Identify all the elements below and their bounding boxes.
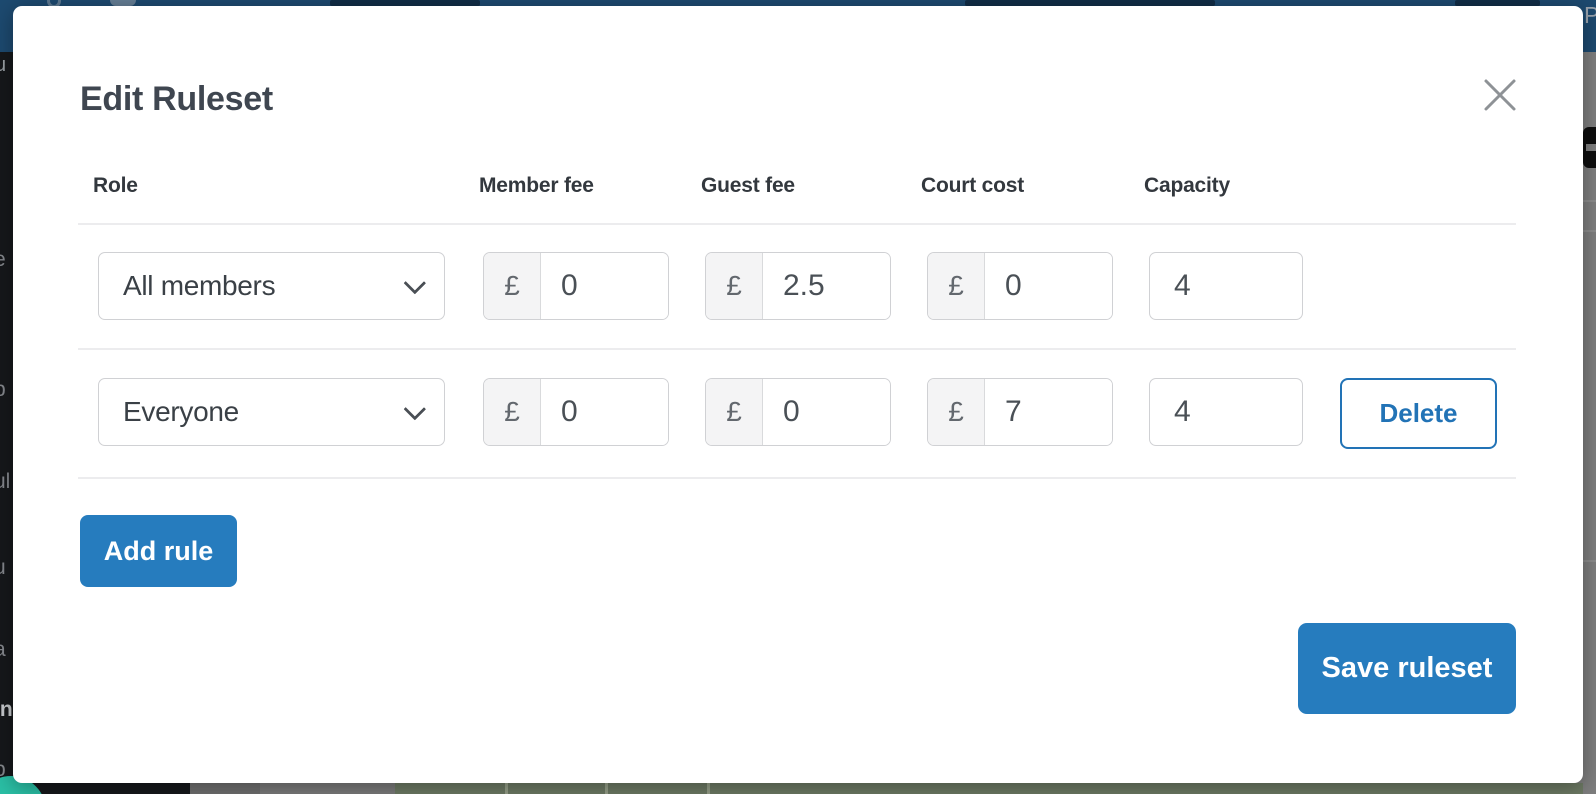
chevron-down-icon (403, 271, 427, 295)
capacity-input[interactable] (1149, 378, 1303, 446)
save-ruleset-button[interactable]: Save ruleset (1298, 623, 1516, 714)
sidebar-text-fragment: a (0, 638, 6, 662)
role-select-value: Everyone (123, 396, 239, 427)
column-header-guest-fee: Guest fee (701, 174, 795, 197)
table-divider (78, 223, 1516, 225)
edit-ruleset-dialog: Edit Ruleset Role Member fee Guest fee C… (13, 6, 1583, 783)
background-nav-text-fragment (330, 0, 480, 6)
guest-fee-input[interactable] (763, 379, 890, 445)
background-content-right (1583, 52, 1596, 794)
guest-fee-group: £ (705, 252, 891, 320)
column-header-member-fee: Member fee (479, 174, 594, 197)
court-cost-input[interactable] (985, 379, 1112, 445)
dialog-title: Edit Ruleset (80, 80, 273, 118)
member-fee-input[interactable] (541, 379, 668, 445)
member-fee-group: £ (483, 252, 669, 320)
table-divider (78, 477, 1516, 479)
sidebar-text-fragment: b (0, 378, 6, 402)
background-nav-text-fragment (1455, 0, 1540, 6)
add-rule-button[interactable]: Add rule (80, 515, 237, 587)
role-select[interactable]: Everyone (98, 378, 445, 446)
court-cost-input[interactable] (985, 253, 1112, 319)
column-header-capacity: Capacity (1144, 174, 1230, 197)
guest-fee-input[interactable] (763, 253, 890, 319)
column-header-role: Role (93, 174, 138, 197)
currency-prefix: £ (706, 379, 763, 445)
member-fee-input[interactable] (541, 253, 668, 319)
chevron-down-icon (403, 397, 427, 421)
capacity-input[interactable] (1149, 252, 1303, 320)
background-icon-fragment (1583, 127, 1596, 168)
background-text-fragment: P (1584, 2, 1596, 28)
sidebar-text-fragment: e (0, 248, 6, 272)
background-sidebar: u e b ul u a in b (0, 52, 14, 794)
court-cost-group: £ (927, 252, 1113, 320)
sidebar-text-fragment: in (0, 698, 13, 721)
table-divider (78, 348, 1516, 350)
court-cost-group: £ (927, 378, 1113, 446)
member-fee-group: £ (483, 378, 669, 446)
sidebar-text-fragment: u (0, 54, 7, 76)
column-header-court-cost: Court cost (921, 174, 1025, 197)
background-logo-dot (110, 0, 136, 6)
delete-rule-button[interactable]: Delete (1340, 378, 1497, 449)
currency-prefix: £ (928, 253, 985, 319)
sidebar-text-fragment: u (0, 556, 6, 580)
guest-fee-group: £ (705, 378, 891, 446)
role-select[interactable]: All members (98, 252, 445, 320)
currency-prefix: £ (706, 253, 763, 319)
sidebar-text-fragment: ul (0, 470, 11, 493)
currency-prefix: £ (928, 379, 985, 445)
sidebar-text-fragment: b (0, 758, 6, 782)
role-select-value: All members (123, 270, 276, 301)
currency-prefix: £ (484, 253, 541, 319)
currency-prefix: £ (484, 379, 541, 445)
background-bottom-strip (0, 783, 1596, 794)
close-icon[interactable] (1481, 76, 1519, 114)
background-nav-text-fragment (965, 0, 1215, 6)
